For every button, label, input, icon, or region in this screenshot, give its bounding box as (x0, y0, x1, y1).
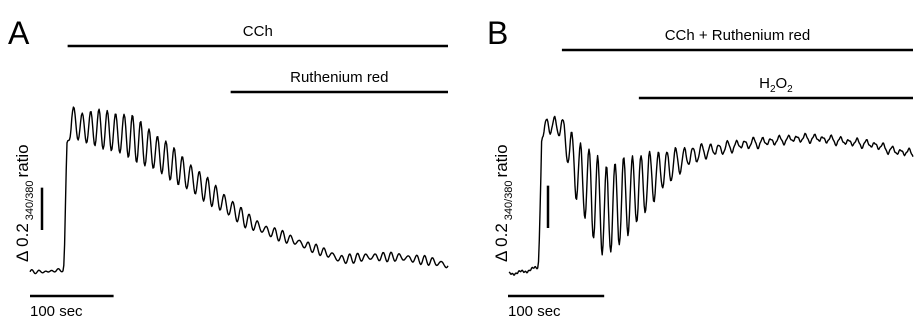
panel-b-ylabel-tail: ratio (492, 144, 511, 177)
panel-a-label: A (8, 15, 30, 51)
panel-b-cch-rr-label: CCh + Ruthenium red (665, 27, 811, 44)
svg-text:Δ 0.2340/380ratio: Δ 0.2 340/380 ratio (492, 144, 515, 262)
panel-b-h2o2-label: H2O2 (759, 75, 793, 95)
panel-a-trace (29, 106, 449, 275)
panel-a-ruthenium-label: Ruthenium red (290, 69, 388, 86)
panel-b-label: B (487, 15, 508, 51)
panel-a-ylabel: Δ 0.2 340/380 ratio (13, 144, 36, 262)
panel-b-ylabel-main: Δ 0.2 (492, 223, 511, 262)
panel-a-ylabel-sub: 340/380 (24, 180, 36, 220)
panel-b-trace (508, 115, 914, 276)
panel-a-scalebar-label: 100 sec (30, 303, 83, 320)
panel-a-ylabel-main: Δ 0.2 (13, 223, 32, 262)
panel-b-ylabel-sub: 340/380 (503, 180, 515, 220)
svg-text:Δ 0.2340/380ratio: Δ 0.2 340/380 ratio (13, 144, 36, 262)
panel-a-ylabel-tail: ratio (13, 144, 32, 177)
panel-a: A CCh Ruthenium red Δ 0.2 340/380 ratio 10… (8, 15, 449, 320)
panel-b-ylabel: Δ 0.2 340/380 ratio (492, 144, 515, 262)
panel-a-cch-label: CCh (243, 23, 273, 40)
panel-b: B CCh + Ruthenium red H2O2 Δ 0.2 340/380 r… (487, 15, 914, 320)
panel-b-scalebar-label: 100 sec (508, 303, 561, 320)
